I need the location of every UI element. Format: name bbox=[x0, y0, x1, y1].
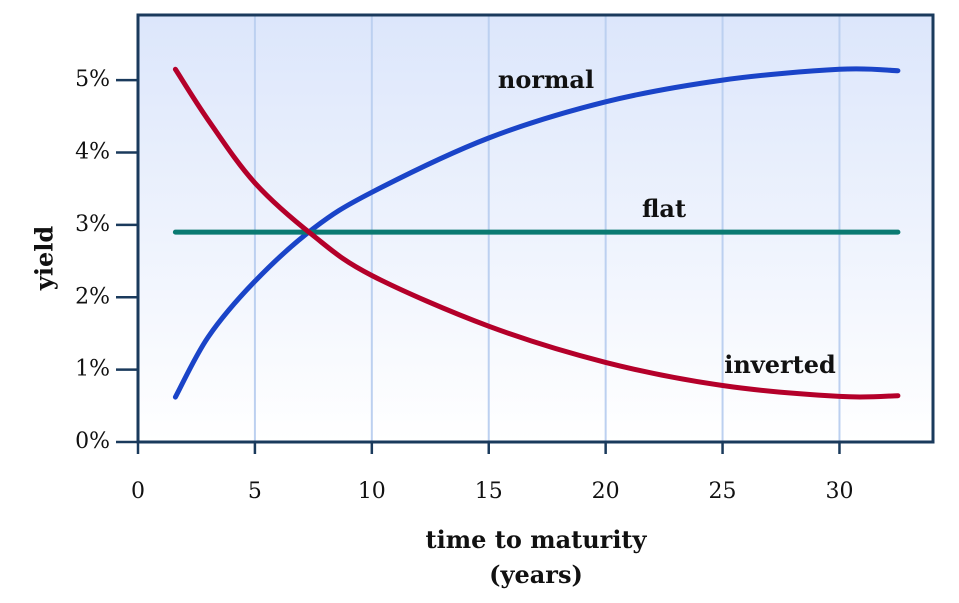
y-axis-title: yield bbox=[30, 226, 59, 291]
y-tick-label-0: 0% bbox=[75, 429, 110, 454]
series-label-normal: normal bbox=[498, 65, 594, 94]
series-label-flat: flat bbox=[642, 194, 686, 223]
x-tick-label-30: 30 bbox=[825, 479, 853, 504]
x-tick-label-25: 25 bbox=[709, 479, 737, 504]
x-tick-label-20: 20 bbox=[592, 479, 620, 504]
y-tick-label-4: 4% bbox=[75, 140, 110, 165]
y-tick-label-5: 5% bbox=[75, 67, 110, 92]
x-axis-title-line2: (years) bbox=[489, 560, 583, 589]
x-tick-label-15: 15 bbox=[475, 479, 503, 504]
y-tick-label-2: 2% bbox=[75, 284, 110, 309]
x-axis-title-line1: time to maturity bbox=[426, 525, 648, 554]
x-tick-label-5: 5 bbox=[248, 479, 262, 504]
x-tick-label-0: 0 bbox=[131, 479, 145, 504]
series-label-inverted: inverted bbox=[724, 350, 836, 379]
x-tick-label-10: 10 bbox=[358, 479, 386, 504]
plot-frame bbox=[136, 13, 935, 444]
axis-labels: 0 5 10 15 20 25 30 0% 1% 2% 3% 4% 5% bbox=[75, 67, 853, 504]
axis-ticks bbox=[116, 78, 841, 454]
series-lines bbox=[172, 66, 901, 400]
series-line-inverted bbox=[172, 66, 901, 400]
plot-area bbox=[138, 15, 933, 442]
y-tick-label-3: 3% bbox=[75, 212, 110, 237]
y-tick-label-1: 1% bbox=[75, 357, 110, 382]
grid-lines bbox=[253, 15, 841, 442]
series-line-normal bbox=[172, 66, 901, 400]
